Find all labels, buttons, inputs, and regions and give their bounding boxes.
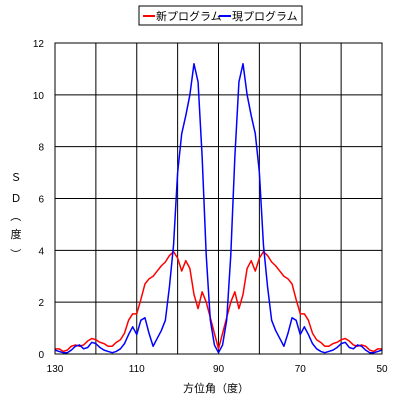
y-tick-label: 6	[38, 195, 44, 206]
y-tick-label: 8	[38, 143, 44, 154]
y-tick-label: 4	[38, 246, 44, 257]
y-axis-ticks: 0 2 4 6 8 10 12	[33, 39, 45, 361]
x-tick-label: 130	[47, 364, 64, 375]
x-axis-ticks: 130 110 90 70 50	[47, 364, 388, 375]
y-axis-label-char: Ｓ	[11, 171, 22, 184]
series-line-new	[55, 250, 382, 353]
y-tick-label: 12	[33, 39, 45, 50]
plot-frame	[54, 42, 383, 355]
x-tick-label: 70	[295, 364, 307, 375]
x-axis-label: 方位角（度）	[183, 381, 249, 395]
y-tick-label: 10	[33, 91, 45, 102]
y-axis-label-char: ）	[9, 249, 22, 260]
y-axis-label-char: Ｄ	[11, 192, 22, 205]
grid	[55, 43, 382, 354]
legend-label-new: 新プログラム	[156, 9, 222, 23]
x-tick-label: 90	[213, 364, 225, 375]
y-tick-label: 0	[38, 350, 44, 361]
series-line-current	[54, 62, 383, 354]
legend: 新プログラム 現プログラム	[138, 5, 303, 26]
y-axis-label: ＳＤ （ 度 ）	[9, 171, 22, 260]
legend-label-current: 現プログラム	[232, 9, 298, 23]
y-axis-label-char: （	[9, 211, 22, 222]
series-layer	[54, 62, 383, 354]
y-tick-label: 2	[38, 298, 44, 309]
y-axis-label-char: 度	[11, 227, 22, 241]
x-tick-label: 50	[376, 364, 388, 375]
x-tick-label: 110	[129, 364, 145, 375]
